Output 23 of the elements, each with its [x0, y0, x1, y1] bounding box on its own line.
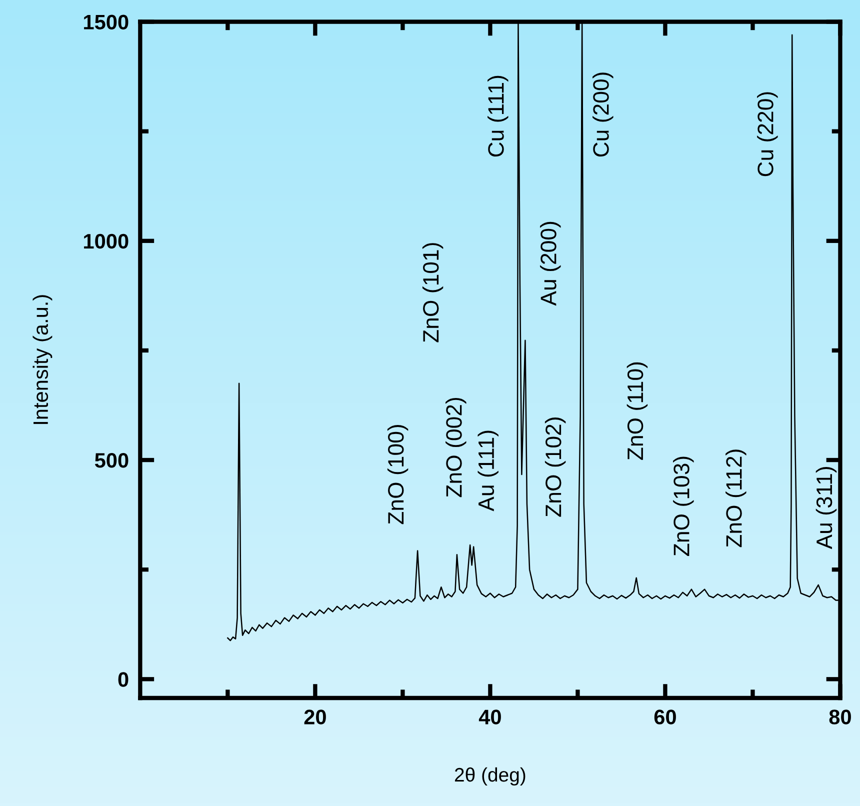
y-tick-label: 1000: [84, 234, 128, 249]
y-tick-label: 1500: [84, 14, 128, 30]
annotation: ZnO (002): [446, 398, 466, 498]
annotation: Au (200): [540, 222, 561, 306]
x-axis-title: 2θ (deg): [454, 767, 526, 786]
annotation: ZnO (100): [387, 424, 408, 524]
x-tick-label: 60: [654, 710, 676, 724]
annotation: ZnO (102): [544, 418, 566, 517]
annotation: ZnO (112): [726, 450, 746, 548]
annotation: Cu (220): [757, 92, 778, 176]
x-tick-label: 20: [304, 710, 326, 724]
annotation: Au (111): [478, 430, 498, 512]
annotation: Cu (200): [592, 72, 614, 157]
annotation: ZnO (103): [673, 456, 694, 556]
annotation: ZnO (101): [422, 243, 444, 342]
y-tick-label: 500: [94, 453, 128, 468]
y-axis-title: Intensity (a.u.): [32, 295, 52, 424]
y-tick-label: 0: [118, 672, 128, 687]
annotation: Cu (111): [488, 76, 508, 157]
x-tick-label: 80: [829, 710, 851, 724]
annotation: ZnO (110): [626, 362, 648, 460]
annotation: Au (311): [816, 467, 837, 550]
x-tick-label: 40: [478, 710, 501, 724]
